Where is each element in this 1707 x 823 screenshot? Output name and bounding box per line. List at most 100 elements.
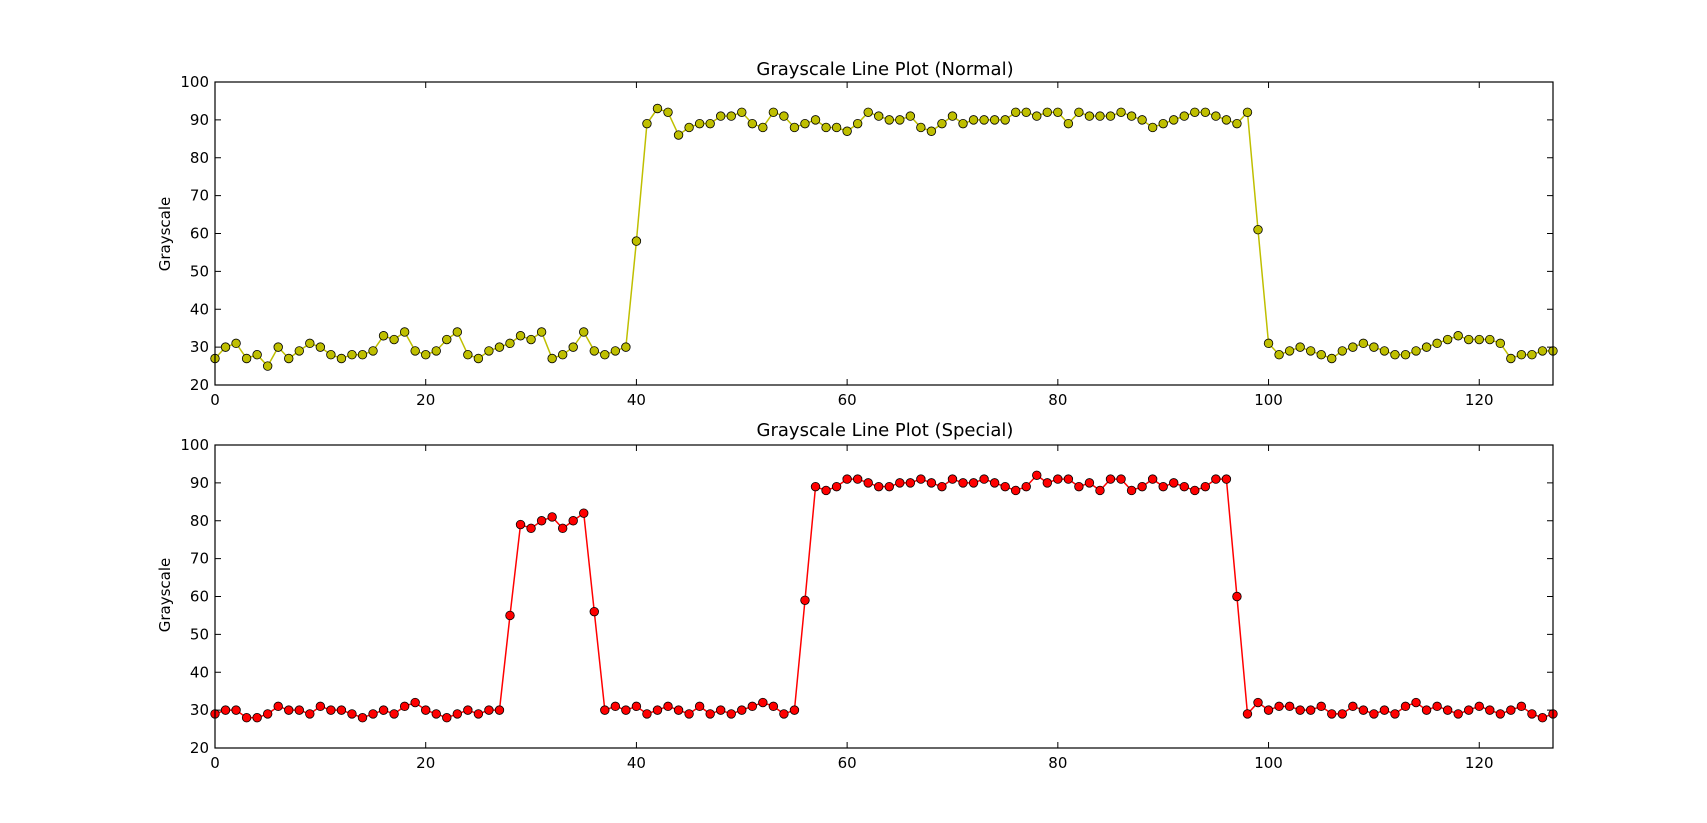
data-point: [526, 523, 536, 534]
data-point: [916, 474, 926, 484]
data-point: [821, 485, 831, 496]
x-tick-label: 120: [1465, 754, 1494, 772]
data-point: [431, 709, 441, 719]
data-point: [968, 478, 979, 488]
data-point: [1527, 709, 1537, 719]
data-point: [1084, 478, 1095, 488]
data-point: [905, 111, 916, 121]
data-point: [1253, 697, 1263, 708]
data-point: [294, 705, 304, 715]
data-point: [926, 126, 937, 136]
data-point: [737, 107, 747, 118]
x-tick-label: 60: [838, 391, 857, 409]
data-point: [621, 342, 631, 352]
data-point: [326, 705, 336, 715]
x-tick-label: 60: [838, 754, 857, 772]
data-point: [810, 481, 821, 492]
data-point: [863, 478, 873, 488]
x-tick-label: 40: [627, 754, 646, 772]
data-point: [979, 115, 989, 125]
data-point: [1211, 474, 1221, 484]
data-point: [1032, 470, 1042, 481]
data-point: [1284, 701, 1295, 712]
data-point: [1379, 346, 1390, 356]
data-point: [1021, 107, 1031, 118]
data-point: [989, 478, 1000, 488]
data-point: [1021, 481, 1031, 492]
y-tick-label: 90: [190, 111, 209, 129]
data-point: [1274, 350, 1284, 360]
data-point: [1126, 485, 1137, 496]
data-point: [515, 519, 526, 530]
data-point: [1485, 334, 1495, 345]
data-point: [758, 122, 768, 133]
data-point: [305, 338, 315, 349]
data-point: [905, 478, 916, 488]
data-point: [979, 474, 989, 484]
data-point: [1421, 342, 1432, 352]
data-point: [1179, 481, 1189, 492]
data-point: [937, 118, 947, 129]
data-point: [536, 327, 547, 337]
data-point: [1179, 111, 1189, 121]
data-point: [1010, 485, 1021, 496]
chart-title: Grayscale Line Plot (Special): [757, 420, 1014, 441]
data-point: [231, 705, 241, 715]
data-point: [1400, 350, 1411, 360]
data-point: [431, 346, 441, 356]
data-point: [252, 350, 262, 360]
data-point: [579, 508, 589, 518]
chart-title: Grayscale Line Plot (Normal): [756, 59, 1013, 80]
data-point: [357, 350, 368, 360]
x-tick-label: 100: [1254, 754, 1283, 772]
data-point: [473, 709, 484, 719]
data-point: [1274, 701, 1284, 712]
data-point: [1453, 331, 1463, 341]
data-point: [726, 709, 736, 719]
data-point: [494, 342, 505, 352]
data-point: [273, 342, 283, 352]
data-point: [895, 115, 905, 125]
data-point: [1464, 705, 1474, 715]
data-point: [526, 334, 536, 345]
data-point: [1158, 481, 1168, 492]
data-point: [452, 327, 463, 337]
data-point: [600, 350, 610, 360]
data-point: [1221, 474, 1232, 484]
data-point: [1327, 353, 1337, 364]
data-point: [779, 709, 789, 719]
data-point: [1232, 118, 1242, 129]
data-point: [1442, 334, 1453, 345]
y-tick-label: 60: [190, 588, 209, 606]
data-point: [1084, 111, 1095, 121]
x-tick-label: 100: [1254, 391, 1283, 409]
data-point: [336, 705, 347, 715]
data-point: [1316, 350, 1326, 360]
data-point: [1516, 350, 1527, 360]
x-tick-label: 80: [1048, 391, 1067, 409]
data-point: [452, 709, 463, 719]
data-point: [989, 115, 1000, 125]
x-tick-label: 80: [1048, 754, 1067, 772]
y-tick-label: 60: [190, 225, 209, 243]
data-point: [1232, 591, 1242, 602]
data-point: [463, 350, 473, 360]
data-point: [663, 107, 673, 118]
y-tick-label: 80: [190, 512, 209, 530]
data-point: [1105, 474, 1116, 484]
data-point: [241, 713, 252, 723]
data-point: [747, 118, 758, 129]
data-point: [515, 331, 526, 341]
data-point: [442, 334, 452, 345]
data-point: [241, 353, 252, 364]
data-point: [684, 709, 694, 719]
data-point: [1516, 701, 1527, 712]
data-point: [737, 705, 747, 715]
data-point: [305, 709, 315, 719]
data-point: [937, 481, 947, 492]
y-tick-label: 40: [190, 300, 209, 318]
data-point: [410, 346, 420, 356]
data-point: [768, 701, 779, 712]
data-point: [284, 705, 294, 715]
